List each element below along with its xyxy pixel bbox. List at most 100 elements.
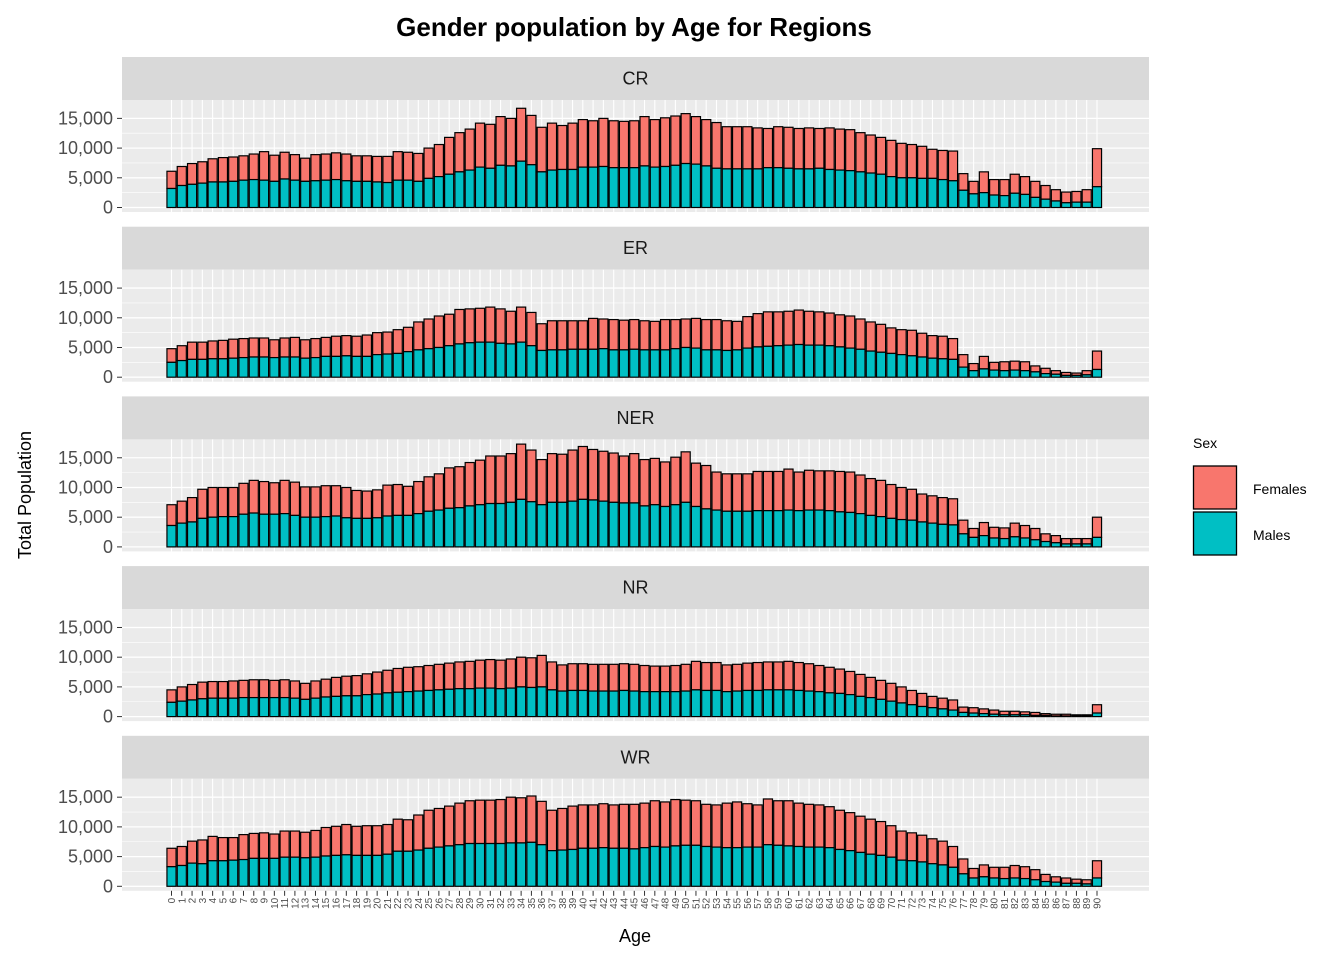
bar-males [917,356,928,378]
bar-males [773,844,784,887]
bar-males [896,177,907,209]
bar-males [228,357,239,378]
bar-males [1050,200,1062,209]
bar-females [978,171,990,194]
facet-panel-nr: NR 0 5,000 10,000 15,000 [58,566,1149,727]
x-tick-label: 60 [784,897,795,909]
bar-males [629,502,640,548]
bar-males [773,167,784,209]
bar-females [917,493,928,523]
bar-males [1009,877,1020,887]
bar-males [762,510,774,548]
bar-females [474,307,486,343]
bar-females [927,148,938,179]
bar-females [495,455,506,505]
bar-females [680,451,691,503]
bar-females [269,482,280,515]
bar-males [444,688,455,718]
bar-males [279,696,290,718]
bar-females [906,329,918,357]
bar-males [454,844,465,887]
x-tick-label: 42 [599,897,610,909]
bar-females [639,115,650,167]
bar-males [228,180,239,209]
bar-females [937,840,948,866]
bar-males [413,849,424,887]
bar-males [217,181,229,209]
bar-males [341,695,352,718]
bar-males [701,349,712,378]
bar-females [567,805,578,851]
bar-males [917,521,928,548]
bar-females [834,668,846,695]
bar-males [217,515,229,548]
bar-males [1040,540,1051,548]
bar-males [557,349,568,378]
bar-males [1071,543,1082,548]
bar-females [485,799,496,845]
bar-females [1009,173,1020,194]
x-tick-label: 12 [290,897,301,909]
x-tick-label: 16 [332,897,343,909]
bar-males [1040,714,1051,718]
bar-females [464,308,475,344]
y-tick-label: 10,000 [58,308,113,328]
bar-males [557,168,568,209]
bar-males [865,514,876,548]
bar-males [238,179,249,209]
bar-males [1050,715,1062,718]
bar-males [824,168,835,209]
x-tick-label: 27 [445,897,456,909]
bar-females [186,496,198,523]
bar-males [238,858,249,887]
bar-males [207,516,218,548]
bar-females [917,692,928,708]
bar-females [567,449,578,502]
bar-males [361,355,373,378]
bar-females [207,680,218,699]
bar-males [1019,193,1031,209]
bar-males [598,690,609,718]
x-tick-label: 79 [979,897,990,909]
bar-females [783,800,794,847]
bar-males [989,537,1000,548]
bar-males [855,348,866,378]
x-tick-label: 76 [949,897,960,909]
bar-males [444,507,455,548]
bar-females [444,313,455,347]
bar-females [1040,184,1051,200]
bar-females [865,818,876,855]
bar-females [300,157,311,182]
bar-females [865,134,876,174]
bar-females [814,470,825,511]
bar-females [515,107,527,162]
bar-females [320,336,331,358]
bar-males [567,500,578,548]
bar-males [464,169,475,209]
bar-males [937,864,948,887]
bar-females [423,318,434,350]
bar-females [166,170,177,190]
bar-males [752,346,763,378]
bar-females [793,471,804,512]
bar-males [690,844,702,887]
bar-males [238,513,249,548]
bar-females [402,666,414,693]
bar-males [495,842,506,887]
bar-females [228,156,239,182]
bar-females [361,825,373,857]
x-tick-label: 32 [496,897,507,909]
bar-females [1030,180,1041,199]
y-tick-label: 0 [103,367,113,387]
bar-females [896,830,907,861]
bar-females [670,456,681,506]
bar-males [886,352,897,378]
bar-females [598,803,609,849]
bar-males [444,845,455,887]
bar-females [1071,537,1082,545]
bar-females [392,483,403,517]
y-tick-label: 0 [103,198,113,218]
bar-males [402,850,414,887]
bar-males [1030,714,1041,718]
bar-females [608,804,619,849]
